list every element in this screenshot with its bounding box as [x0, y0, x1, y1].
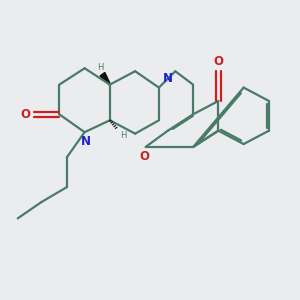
Text: H: H [97, 63, 103, 72]
Text: O: O [20, 108, 31, 121]
Text: N: N [81, 134, 91, 148]
Text: N: N [164, 72, 173, 85]
Text: H: H [120, 131, 127, 140]
Polygon shape [100, 73, 110, 85]
Text: O: O [139, 150, 149, 163]
Text: O: O [213, 55, 224, 68]
